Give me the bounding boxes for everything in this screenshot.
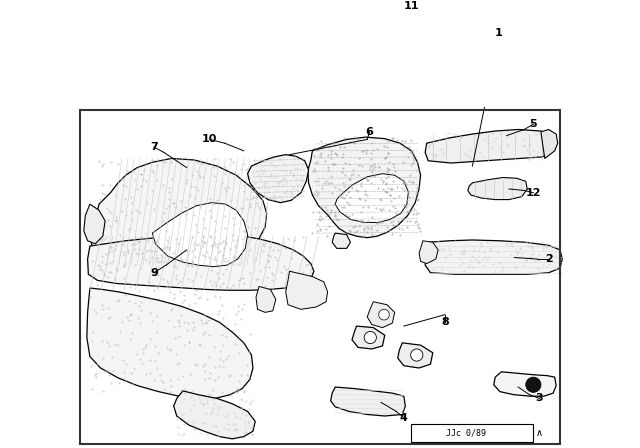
Polygon shape bbox=[308, 137, 420, 238]
Polygon shape bbox=[152, 202, 248, 267]
Polygon shape bbox=[256, 286, 276, 312]
Polygon shape bbox=[425, 240, 563, 274]
Text: 4: 4 bbox=[400, 413, 408, 422]
Circle shape bbox=[358, 2, 388, 33]
Circle shape bbox=[364, 9, 383, 26]
Polygon shape bbox=[367, 302, 395, 327]
Polygon shape bbox=[331, 387, 405, 416]
Text: 1: 1 bbox=[495, 28, 503, 38]
Circle shape bbox=[369, 14, 377, 22]
Text: 10: 10 bbox=[202, 134, 217, 144]
Text: 8: 8 bbox=[441, 317, 449, 327]
Polygon shape bbox=[88, 235, 314, 290]
Polygon shape bbox=[397, 343, 433, 368]
Circle shape bbox=[364, 332, 376, 344]
Polygon shape bbox=[90, 159, 267, 267]
Text: 7: 7 bbox=[150, 142, 158, 152]
Circle shape bbox=[411, 349, 423, 361]
Polygon shape bbox=[173, 391, 255, 439]
Circle shape bbox=[379, 309, 389, 320]
Text: JJc 0/89: JJc 0/89 bbox=[446, 428, 486, 437]
Text: 6: 6 bbox=[365, 127, 374, 137]
Polygon shape bbox=[87, 288, 253, 398]
Polygon shape bbox=[425, 129, 555, 163]
Text: 9: 9 bbox=[150, 268, 158, 278]
Text: 3: 3 bbox=[536, 393, 543, 404]
Polygon shape bbox=[335, 174, 408, 223]
Text: 5: 5 bbox=[529, 119, 537, 129]
Polygon shape bbox=[419, 241, 438, 263]
Polygon shape bbox=[541, 129, 557, 159]
Polygon shape bbox=[468, 177, 527, 200]
Bar bbox=[412, 424, 533, 442]
Polygon shape bbox=[84, 204, 105, 244]
Text: ∧: ∧ bbox=[536, 428, 543, 438]
Polygon shape bbox=[493, 372, 556, 396]
Circle shape bbox=[525, 377, 541, 392]
Text: 11: 11 bbox=[404, 1, 419, 11]
Polygon shape bbox=[332, 233, 351, 248]
Text: 12: 12 bbox=[525, 188, 541, 198]
Polygon shape bbox=[352, 326, 385, 349]
Polygon shape bbox=[248, 155, 308, 202]
Text: 2: 2 bbox=[545, 254, 552, 264]
Polygon shape bbox=[285, 271, 328, 309]
